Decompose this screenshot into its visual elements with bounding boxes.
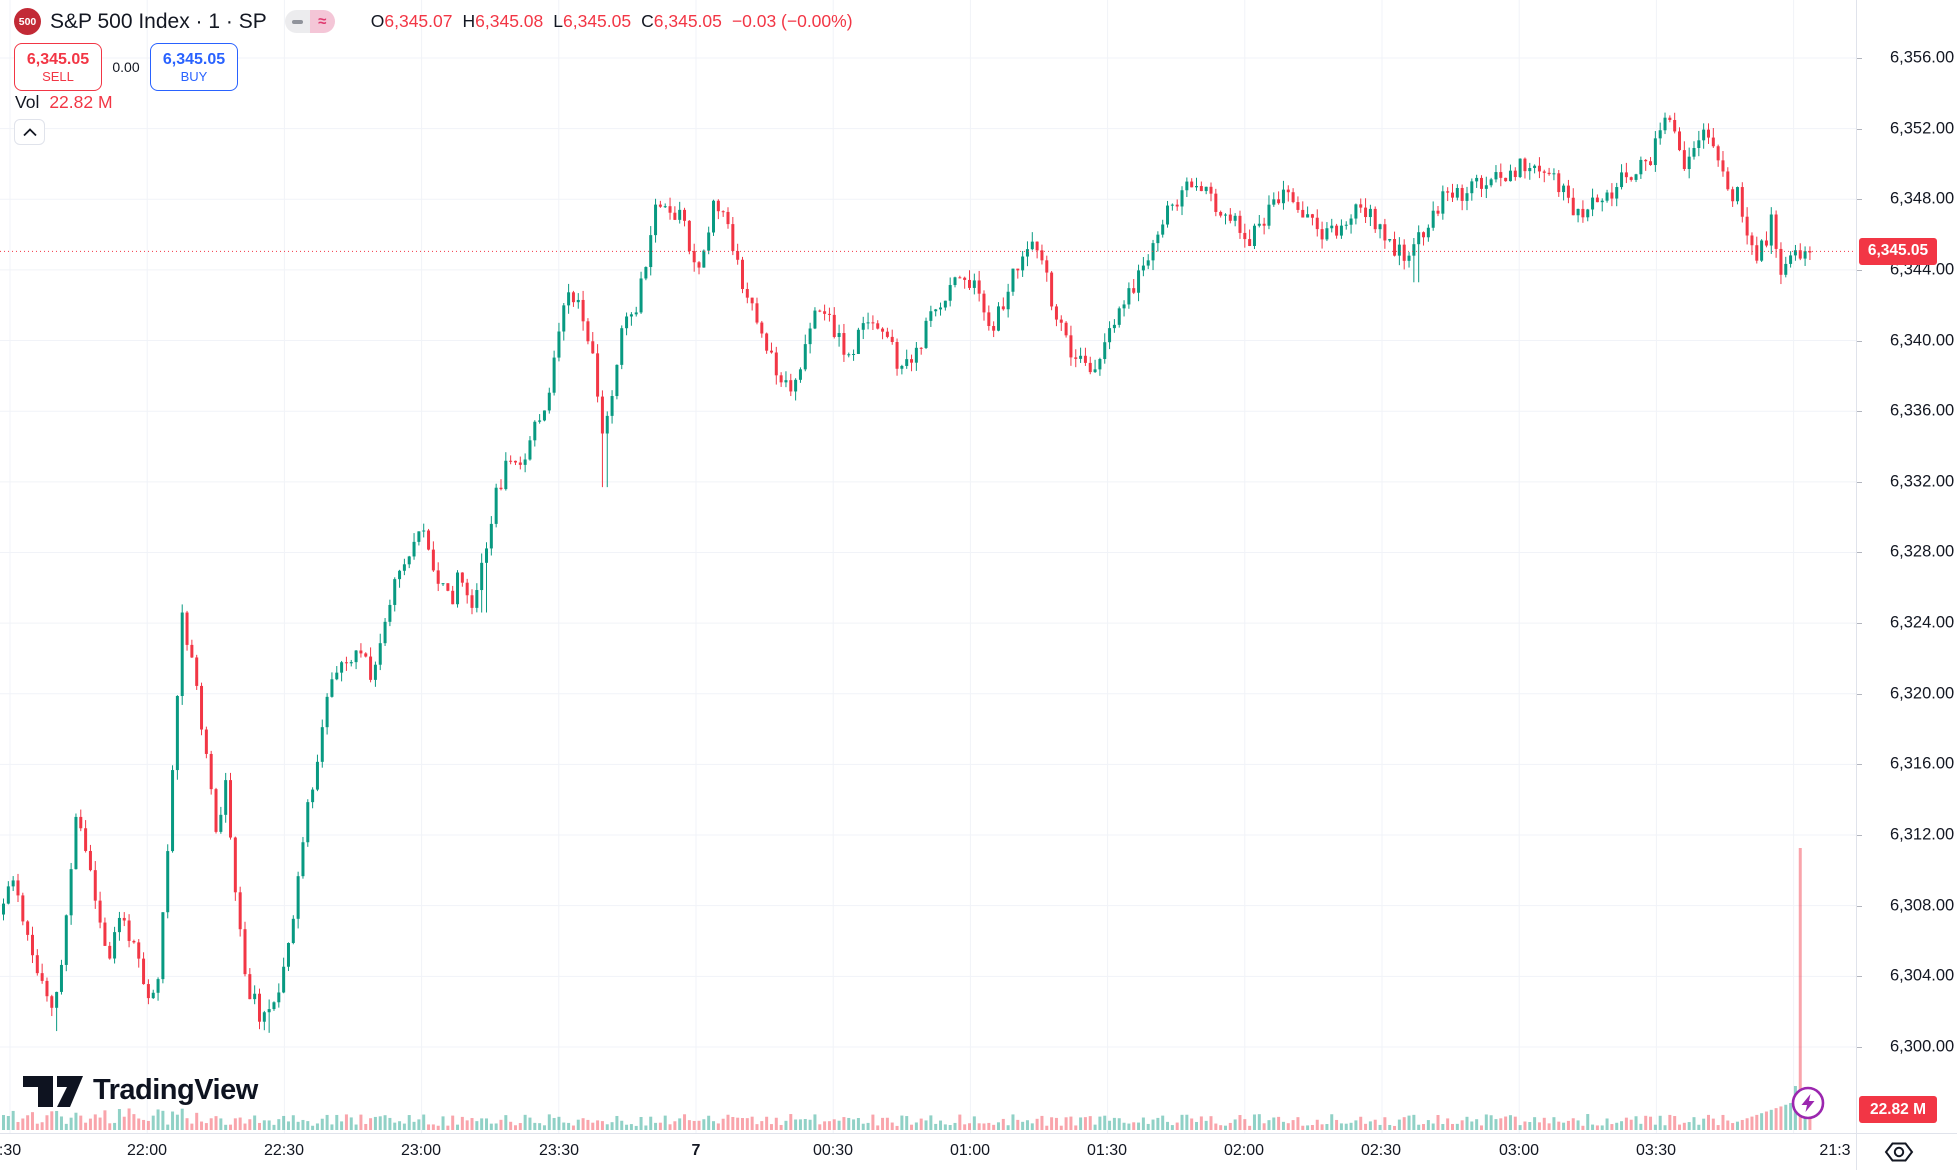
low-value: 6,345.05 [563,11,632,31]
price-tick-label: 6,308.00 [1890,896,1955,915]
time-tick-label: 7 [691,1142,701,1159]
time-tick-label: 00:30 [812,1142,854,1159]
time-tick-label: 02:00 [1223,1142,1265,1159]
price-tick-mark [1857,623,1862,625]
price-axis[interactable]: 6,345.05 22.82 M 6,356.00 6,352.00 6,348.0… [1856,0,1957,1133]
sell-button[interactable]: 6,345.05 SELL [14,43,102,91]
approx-toggle-icon[interactable]: ≈ [309,10,335,33]
eye-icon[interactable] [1884,1139,1914,1170]
price-tick-mark [1857,481,1862,483]
time-tick-label: 03:30 [1635,1142,1677,1159]
time-tick-label: 21:3 [1819,1142,1851,1159]
tradingview-logo-icon [23,1076,83,1107]
symbol-title[interactable]: S&P 500 Index · 1 · SP [50,9,267,33]
price-tick-label: 6,332.00 [1890,472,1955,491]
low-label: L [553,11,563,31]
minimize-toggle-icon[interactable] [284,10,310,33]
price-tick-label: 6,352.00 [1890,119,1955,138]
time-tick-label: 22:00 [126,1142,168,1159]
ohlc-readout: O6,345.07 H6,345.08 L6,345.05 C6,345.05 −0.0… [371,11,863,32]
price-tick-label: 6,300.00 [1890,1037,1955,1056]
current-price-label: 6,345.05 [1859,237,1937,265]
high-label: H [462,11,476,31]
symbol-logo-icon: 500 [14,8,41,35]
volume-study-row: Vol 22.82 M [15,92,113,113]
close-value: 6,345.05 [653,11,722,31]
price-tick-label: 6,324.00 [1890,613,1955,632]
price-tick-label: 6,340.00 [1890,331,1955,350]
axis-separator [1856,1134,1857,1170]
price-tick-mark [1857,552,1862,554]
time-tick-label: 22:30 [263,1142,305,1159]
time-tick-label: 02:30 [1360,1142,1402,1159]
buy-button[interactable]: 6,345.05 BUY [150,43,238,91]
trade-panel: 6,345.05 SELL 0.00 6,345.05 BUY [14,43,238,91]
time-tick-label: 23:30 [538,1142,580,1159]
price-tick-label: 6,320.00 [1890,684,1955,703]
close-label: C [641,11,654,31]
price-tick-mark [1857,199,1862,201]
time-axis[interactable]: :30 22:00 22:30 23:00 23:30 7 00:30 01:00 01:30 0… [0,1133,1957,1170]
price-tick-mark [1857,835,1862,837]
lightning-bolt-icon[interactable] [1789,1084,1827,1127]
buy-price: 6,345.05 [162,50,226,68]
tradingview-logo[interactable]: TradingView [21,1072,258,1108]
volume-study-label: Vol [15,92,40,112]
price-tick-mark [1857,128,1862,130]
price-tick-label: 6,328.00 [1890,542,1955,561]
price-tick-mark [1857,693,1862,695]
time-tick-label: 03:00 [1498,1142,1540,1159]
chart-header: 500 S&P 500 Index · 1 · SP ≈ O6,345.07 H6… [14,8,863,35]
time-tick-label: 01:00 [949,1142,991,1159]
price-tick-label: 6,304.00 [1890,966,1955,985]
price-tick-label: 6,336.00 [1890,401,1955,420]
chart-style-toggle[interactable]: ≈ [284,10,335,33]
sell-label: SELL [42,68,74,84]
time-tick-label: 01:30 [1086,1142,1128,1159]
price-tick-mark [1857,411,1862,413]
tradingview-logo-text: TradingView [93,1073,258,1106]
candlestick-chart[interactable] [0,0,1856,1133]
price-tick-mark [1857,976,1862,978]
price-tick-label: 6,356.00 [1890,48,1955,67]
spread-value: 0.00 [112,59,140,75]
volume-study-value: 22.82 M [49,92,113,112]
price-tick-mark [1857,269,1862,271]
price-tick-label: 6,348.00 [1890,189,1955,208]
time-tick-label: :30 [0,1142,22,1159]
price-tick-mark [1857,905,1862,907]
open-value: 6,345.07 [384,11,453,31]
buy-label: BUY [180,68,208,84]
current-volume-label: 22.82 M [1859,1096,1937,1123]
price-tick-mark [1857,1046,1862,1048]
price-tick-label: 6,312.00 [1890,825,1955,844]
chevron-up-icon [22,127,37,136]
price-tick-label: 6,316.00 [1890,754,1955,773]
price-tick-label: 6,344.00 [1890,260,1955,279]
change-value: −0.03 (−0.00%) [731,11,853,31]
sell-price: 6,345.05 [26,50,90,68]
high-value: 6,345.08 [475,11,544,31]
time-tick-label: 23:00 [400,1142,442,1159]
price-tick-mark [1857,58,1862,59]
price-tick-mark [1857,340,1862,342]
open-label: O [370,11,385,31]
price-tick-mark [1857,764,1862,766]
collapse-panel-button[interactable] [14,119,45,145]
